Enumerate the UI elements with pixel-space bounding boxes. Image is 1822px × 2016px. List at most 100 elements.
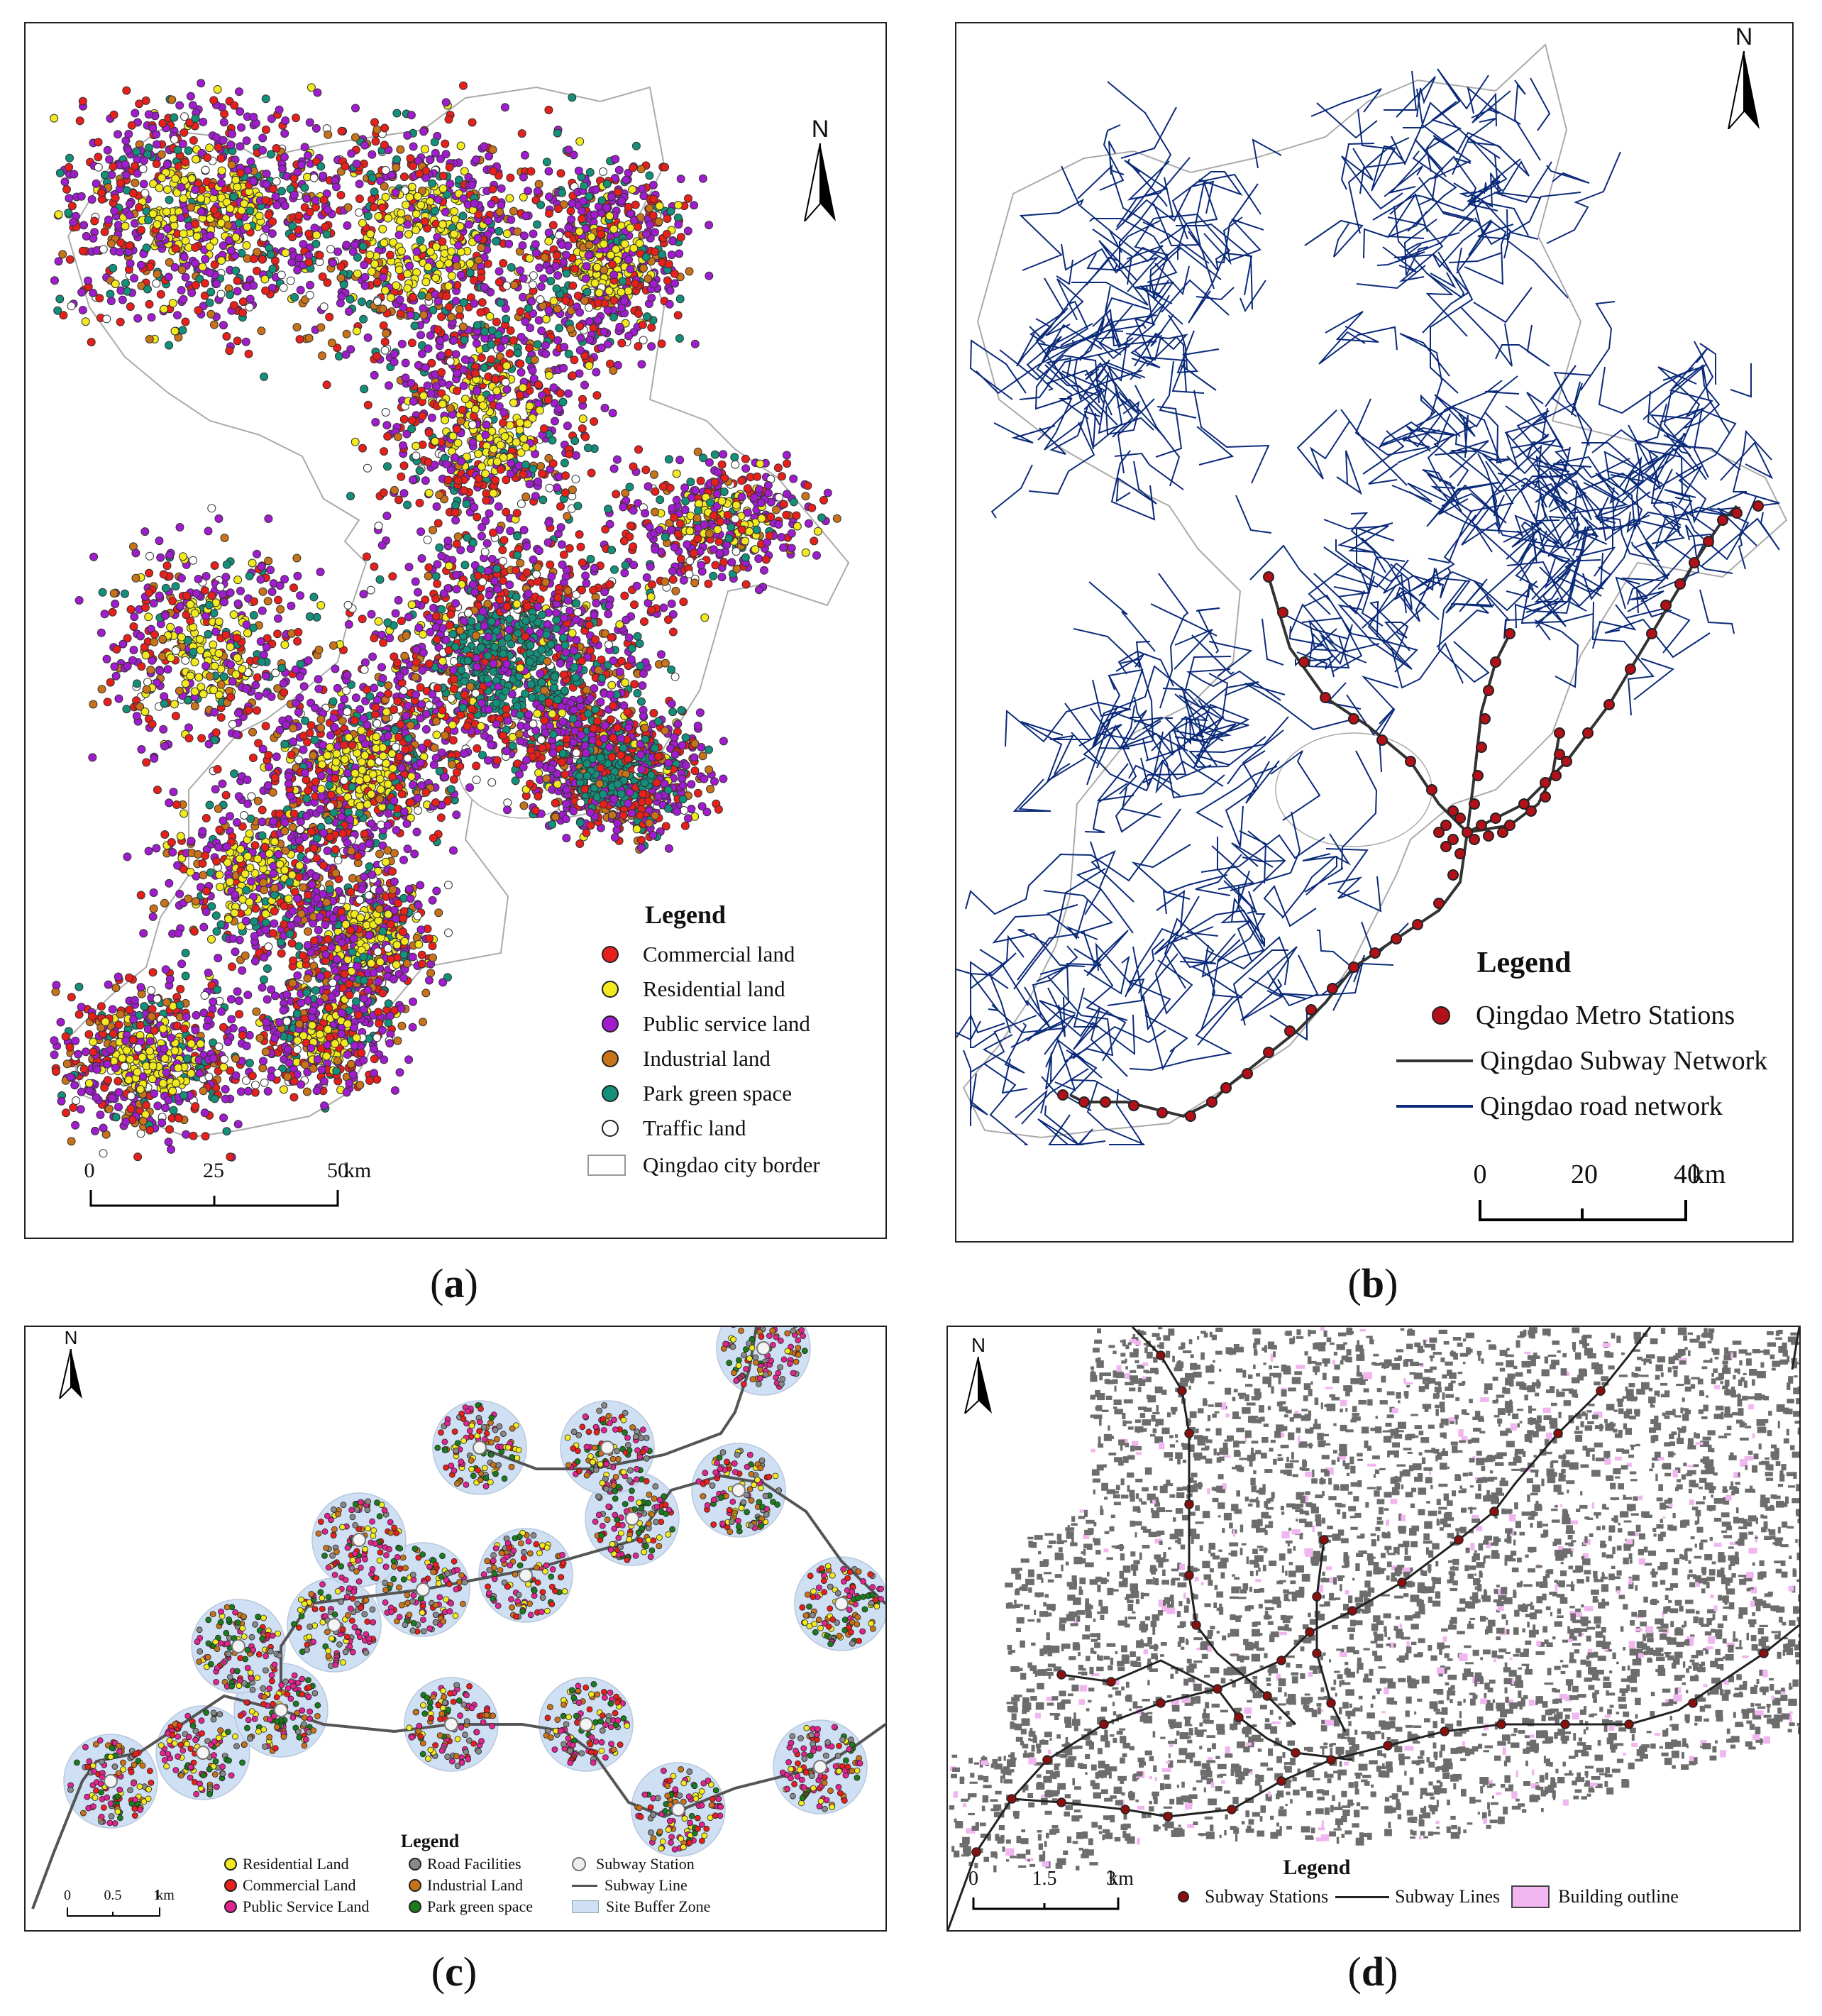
parcel-dot xyxy=(197,207,206,216)
parcel-dot xyxy=(403,754,412,763)
parcel-dot xyxy=(492,698,501,707)
parcel-dot xyxy=(292,323,302,332)
parcel-dot xyxy=(397,764,406,772)
parcel-dot xyxy=(640,617,648,626)
parcel-dot xyxy=(668,627,678,637)
parcel-dot xyxy=(348,874,358,883)
parcel-dot xyxy=(375,957,385,966)
parcel-dot xyxy=(532,570,541,579)
parcel-dot xyxy=(367,959,376,968)
parcel-dot xyxy=(167,95,177,104)
parcel-dot xyxy=(670,279,680,288)
parcel-dot xyxy=(155,183,164,192)
parcel-dot xyxy=(388,885,397,894)
parcel-dot xyxy=(650,247,659,256)
parcel-dot xyxy=(444,928,453,937)
parcel-dot xyxy=(187,203,196,212)
parcel-dot xyxy=(423,739,432,748)
parcel-dot xyxy=(329,713,338,722)
parcel-dot xyxy=(492,756,502,765)
parcel-dot xyxy=(590,610,599,619)
parcel-dot xyxy=(355,896,365,905)
parcel-dot xyxy=(334,352,343,360)
parcel-dot xyxy=(217,256,226,265)
parcel-dot xyxy=(559,633,568,642)
parcel-dot xyxy=(281,116,290,125)
parcel-dot xyxy=(568,714,578,723)
parcel-dot xyxy=(441,635,451,644)
parcel-dot xyxy=(381,857,390,866)
parcel-dot xyxy=(560,686,569,695)
parcel-dot xyxy=(302,812,311,820)
parcel-dot xyxy=(647,580,656,589)
parcel-dot xyxy=(302,776,311,785)
parcel-dot xyxy=(145,299,154,309)
parcel-dot xyxy=(258,255,267,264)
parcel-dot xyxy=(311,196,320,205)
parcel-dot xyxy=(387,749,397,759)
parcel-dot xyxy=(428,690,437,699)
parcel-dot xyxy=(367,610,376,619)
parcel-dot xyxy=(673,201,683,209)
parcel-dot xyxy=(255,211,264,221)
parcel-dot xyxy=(472,776,481,784)
parcel-dot xyxy=(516,558,525,568)
parcel-dot xyxy=(524,589,533,598)
parcel-dot xyxy=(395,1068,404,1077)
parcel-dot xyxy=(566,206,575,216)
parcel-dot xyxy=(563,586,573,595)
parcel-dot xyxy=(343,600,353,610)
parcel-dot xyxy=(596,698,605,707)
parcel-dot xyxy=(121,279,130,288)
parcel-dot xyxy=(180,128,189,137)
parcel-dot xyxy=(583,709,592,718)
parcel-dot xyxy=(223,221,233,230)
parcel-dot xyxy=(448,736,458,745)
parcel-dot xyxy=(438,656,447,666)
parcel-dot xyxy=(406,721,415,730)
parcel-dot xyxy=(425,934,434,943)
parcel-dot xyxy=(127,121,136,130)
parcel-dot xyxy=(350,716,359,725)
parcel-dot xyxy=(617,304,626,313)
parcel-dot xyxy=(286,184,295,194)
parcel-dot xyxy=(205,143,214,153)
parcel-dot xyxy=(542,774,551,783)
parcel-dot xyxy=(243,991,253,1000)
parcel-dot xyxy=(577,206,586,216)
parcel-dot xyxy=(292,114,300,123)
parcel-dot xyxy=(95,294,104,303)
parcel-dot xyxy=(435,543,444,552)
parcel-dot xyxy=(513,629,522,638)
parcel-dot xyxy=(615,667,624,676)
parcel-dot xyxy=(441,731,450,740)
parcel-dot xyxy=(575,227,584,236)
parcel-dot xyxy=(558,749,568,758)
parcel-dot xyxy=(336,191,346,199)
parcel-dot xyxy=(336,813,346,822)
parcel-dot xyxy=(213,85,222,94)
parcel-dot xyxy=(304,151,312,160)
parcel-dot xyxy=(639,711,648,720)
parcel-dot xyxy=(624,799,633,808)
parcel-dot xyxy=(178,326,187,335)
parcel-dot xyxy=(590,278,600,287)
parcel-dot xyxy=(106,290,115,299)
parcel-dot xyxy=(121,160,130,169)
parcel-dot xyxy=(302,1087,311,1096)
parcel-dot xyxy=(553,304,562,314)
parcel-dot xyxy=(126,302,135,312)
parcel-dot xyxy=(681,761,690,770)
parcel-dot xyxy=(379,638,388,647)
parcel-dot xyxy=(267,229,277,238)
parcel-dot xyxy=(576,798,585,808)
parcel-dot xyxy=(158,173,166,182)
parcel-dot xyxy=(360,751,370,760)
parcel-dot xyxy=(60,177,70,187)
parcel-dot xyxy=(664,804,673,813)
parcel-dot xyxy=(637,360,646,369)
parcel-dot xyxy=(384,681,393,690)
parcel-dot xyxy=(413,911,422,920)
parcel-dot xyxy=(65,194,74,203)
parcel-dot xyxy=(448,720,457,729)
